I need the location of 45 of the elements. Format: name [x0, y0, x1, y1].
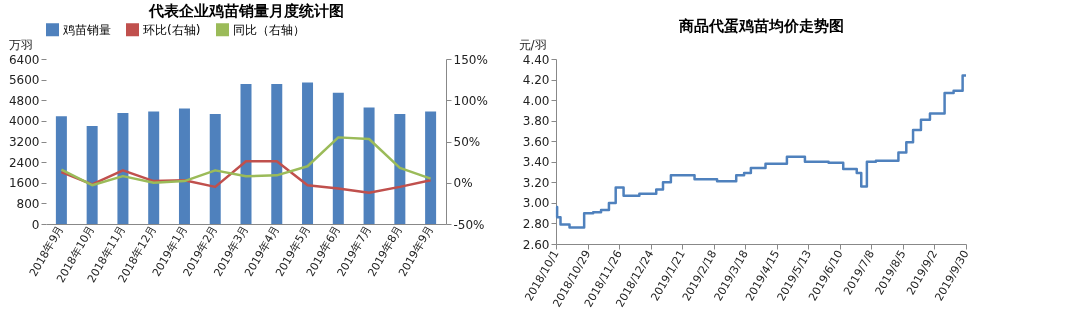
y-tick-label: 1600 [8, 176, 40, 191]
y-tick-label: 2.60 [522, 237, 550, 252]
bar [271, 84, 283, 224]
y2-tick-label: 50% [453, 135, 481, 149]
y-tick-label: 4.40 [522, 52, 550, 67]
y-tick-label: 4000 [8, 114, 40, 129]
y-tick-label: 6400 [8, 52, 40, 67]
chart-title: 商品代蛋鸡苗均价走势图 [677, 17, 844, 35]
line-series [60, 136, 432, 187]
bar [332, 92, 344, 224]
legend-label: 同比（右轴） [233, 22, 305, 37]
bar [178, 108, 190, 224]
y-tick-label: 4.20 [522, 73, 550, 88]
y-tick-label: 2400 [8, 155, 40, 170]
y-tick-label: 3.80 [522, 114, 550, 129]
y-tick-label: 2.80 [522, 216, 550, 231]
bar [55, 116, 67, 224]
y-tick-label: 0 [31, 217, 40, 232]
y-tick-label: 3.00 [522, 196, 550, 211]
y2-tick-label: 100% [453, 93, 488, 108]
legend-label: 鸡苗销量 [62, 22, 111, 37]
y2-tick-label: 150% [453, 52, 488, 67]
bar [363, 107, 375, 224]
y-tick-label: 5600 [8, 73, 40, 88]
bar [394, 113, 406, 224]
y-tick-label: 4800 [8, 93, 40, 108]
bar [86, 126, 98, 224]
legend-label: 环比(右轴) [143, 22, 201, 37]
y-tick-label: 4.00 [522, 93, 550, 108]
y-tick-label: 800 [16, 196, 40, 211]
bar [117, 112, 129, 224]
y-axis-title: 元/羽 [518, 37, 547, 52]
bar [302, 82, 314, 224]
y-tick-label: 3.20 [522, 175, 550, 190]
bar [209, 113, 221, 224]
chart-title: 代表企业鸡苗销量月度统计图 [147, 2, 344, 20]
y2-tick-label: -50% [453, 217, 485, 232]
bar [240, 84, 252, 224]
y-tick-label: 3200 [8, 135, 40, 149]
bar [425, 111, 437, 224]
y-tick-label: 3.60 [522, 134, 550, 149]
y-tick-label: 3.40 [522, 155, 550, 170]
bar [148, 111, 160, 224]
y-axis-title: 万羽 [8, 37, 33, 52]
y2-tick-label: 0% [453, 176, 473, 191]
